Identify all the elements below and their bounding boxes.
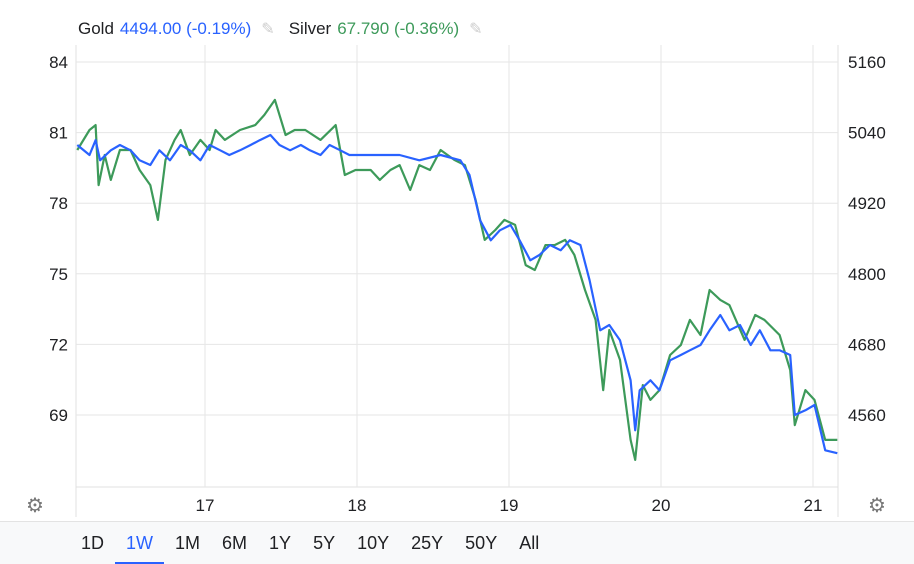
range-1w[interactable]: 1W <box>115 522 165 564</box>
pencil-icon[interactable]: ✎ <box>469 21 483 38</box>
range-5y[interactable]: 5Y <box>313 533 336 553</box>
y-left-tick-label: 84 <box>49 53 68 72</box>
x-tick-label: 20 <box>652 496 671 515</box>
y-right-tick-label: 5160 <box>848 53 886 72</box>
range-50y[interactable]: 50Y <box>465 533 498 553</box>
y-left-tick-label: 69 <box>49 406 68 425</box>
silver-series-line <box>76 98 838 461</box>
y-right-tick-label: 4800 <box>848 265 886 284</box>
range-all[interactable]: All <box>519 533 540 553</box>
pencil-icon[interactable]: ✎ <box>261 21 275 38</box>
range-10y[interactable]: 10Y <box>357 533 390 553</box>
x-tick-label: 17 <box>196 496 215 515</box>
x-tick-label: 18 <box>348 496 367 515</box>
price-chart: 84 81 78 75 72 69 5160 5040 4920 4800 4680 4560 17 18… <box>49 45 886 517</box>
x-tick-label: 19 <box>500 496 519 515</box>
y-right-tick-label: 5040 <box>848 124 886 143</box>
y-right-tick-label: 4680 <box>848 335 886 354</box>
silver-value: 67.790 (-0.36%) <box>337 19 460 38</box>
range-1y[interactable]: 1Y <box>269 533 292 553</box>
gold-series-line <box>76 133 838 455</box>
range-bar: 1D 1W 1M 6M 1Y 5Y 10Y 25Y 50Y All <box>0 521 914 564</box>
y-left-tick-label: 78 <box>49 194 68 213</box>
range-6m[interactable]: 6M <box>222 533 248 553</box>
y-right-tick-label: 4920 <box>848 194 886 213</box>
gear-icon[interactable]: ⚙ <box>26 495 44 517</box>
gold-value: 4494.00 (-0.19%) <box>119 19 252 38</box>
gear-icon[interactable]: ⚙ <box>868 495 886 517</box>
silver-label: Silver <box>288 19 332 38</box>
range-25y[interactable]: 25Y <box>411 533 444 553</box>
range-1m[interactable]: 1M <box>175 533 201 553</box>
y-left-tick-label: 72 <box>49 335 68 354</box>
y-right-tick-label: 4560 <box>848 406 886 425</box>
gold-label: Gold <box>78 19 114 38</box>
y-left-tick-label: 81 <box>49 124 68 143</box>
x-tick-label: 21 <box>804 496 823 515</box>
chart-legend: Gold 4494.00 (-0.19%) ✎ Silver 67.790 (-… <box>78 19 491 39</box>
y-left-tick-label: 75 <box>49 265 68 284</box>
range-1d[interactable]: 1D <box>81 533 105 553</box>
